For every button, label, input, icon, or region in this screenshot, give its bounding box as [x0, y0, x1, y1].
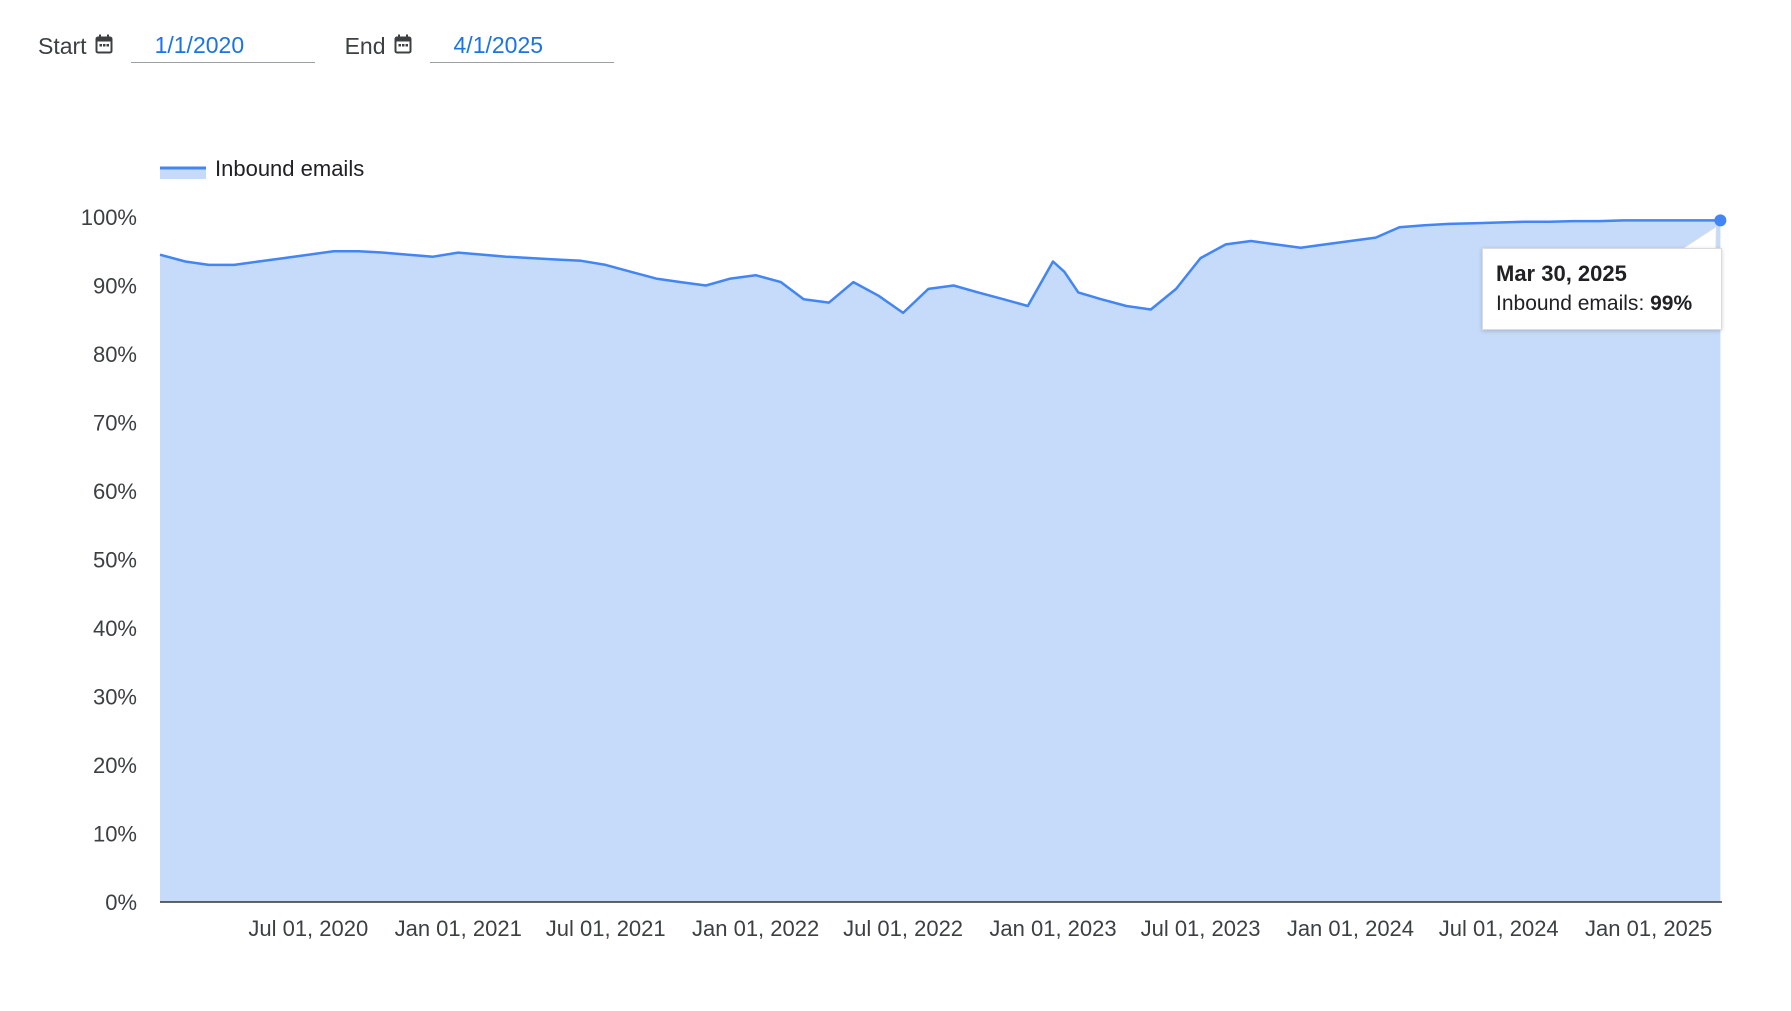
- x-axis: Jul 01, 2020 Jan 01, 2021 Jul 01, 2021 Jan …: [248, 916, 1712, 941]
- y-tick-label: 70%: [93, 411, 137, 436]
- series-area-inbound-emails: [160, 220, 1721, 902]
- tooltip-value-line: Inbound emails: 99%: [1496, 292, 1693, 315]
- y-tick-label: 100%: [81, 205, 137, 230]
- y-axis: 0% 10% 20% 30% 40% 50% 60% 70% 80% 90% 100%: [81, 205, 137, 915]
- y-tick-label: 80%: [93, 342, 137, 367]
- legend-label: Inbound emails: [215, 156, 364, 181]
- x-tick-label: Jul 01, 2021: [546, 916, 666, 941]
- start-date-input[interactable]: [130, 29, 315, 63]
- start-label: Start: [38, 32, 87, 59]
- y-tick-label: 90%: [93, 274, 137, 299]
- legend-swatch: [160, 167, 206, 179]
- tooltip-series-name: Inbound emails: [1496, 292, 1639, 315]
- x-tick-label: Jan 01, 2024: [1287, 916, 1414, 941]
- x-tick-label: Jul 01, 2020: [248, 916, 368, 941]
- x-tick-label: Jan 01, 2021: [395, 916, 522, 941]
- y-tick-label: 60%: [93, 479, 137, 504]
- y-tick-label: 10%: [93, 822, 137, 847]
- hover-point[interactable]: [1714, 214, 1727, 227]
- y-tick-label: 20%: [93, 753, 137, 778]
- x-tick-label: Jul 01, 2022: [843, 916, 963, 941]
- chart-tooltip: Mar 30, 2025 Inbound emails: 99%: [1482, 248, 1722, 330]
- x-tick-label: Jul 01, 2024: [1439, 916, 1559, 941]
- x-tick-label: Jan 01, 2023: [989, 916, 1116, 941]
- x-tick-label: Jan 01, 2022: [692, 916, 819, 941]
- y-tick-label: 50%: [93, 548, 137, 573]
- end-label: End: [344, 32, 386, 59]
- end-date-input[interactable]: [429, 29, 614, 63]
- x-tick-label: Jul 01, 2023: [1141, 916, 1261, 941]
- x-tick-label: Jan 01, 2025: [1585, 916, 1712, 941]
- tooltip-date: Mar 30, 2025: [1496, 261, 1627, 286]
- tooltip-value: 99%: [1650, 292, 1693, 315]
- chart-legend: Inbound emails: [160, 156, 364, 181]
- calendar-icon[interactable]: [95, 34, 113, 59]
- y-tick-label: 0%: [105, 890, 137, 915]
- y-tick-label: 40%: [93, 616, 137, 641]
- series-line-inbound-emails: [159, 219, 1721, 315]
- calendar-icon[interactable]: [394, 34, 412, 59]
- y-tick-label: 30%: [93, 685, 137, 710]
- date-range-controls: Start End: [38, 26, 614, 66]
